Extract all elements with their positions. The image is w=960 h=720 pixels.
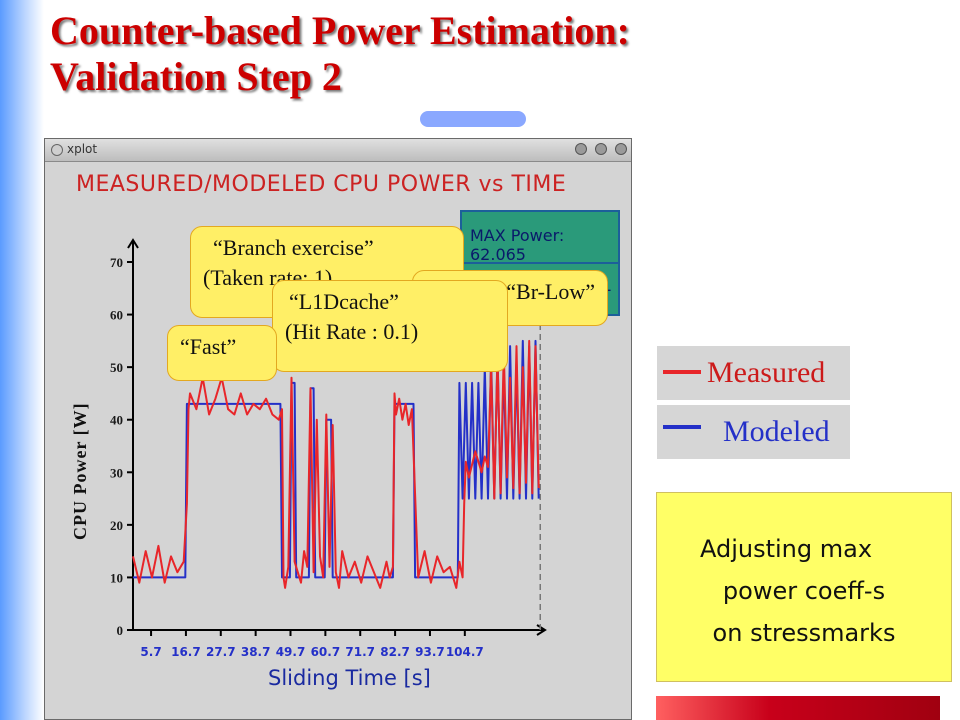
x-tick-label: 38.7 [241,645,271,659]
note-line3: on stressmarks [712,619,896,647]
window-menu-icon[interactable] [51,144,63,156]
x-tick-label: 16.7 [171,645,201,659]
x-tick-label: 5.7 [140,645,161,659]
max-power-text: MAX Power: 62.065 [470,226,565,264]
callout-l1dcache: “L1Dcache” (Hit Rate : 0.1) [272,280,508,372]
y-tick-label: 10 [110,570,123,585]
y-tick-label: 0 [117,623,124,638]
legend-measured: Measured [657,346,850,400]
callout-fast: “Fast” [167,325,277,381]
slide-title-line2: Validation Step 2 [50,54,342,99]
legend-modeled: Modeled [657,405,850,459]
y-tick-label: 60 [110,308,123,323]
x-tick-label: 82.7 [380,645,410,659]
y-tick-label: 30 [110,465,123,480]
y-tick-label: 40 [110,413,123,428]
series-line-measured [132,339,540,589]
minimize-button[interactable] [575,143,587,155]
y-axis-arrow [127,238,139,249]
legend-modeled-label: Modeled [723,415,830,448]
legend-measured-label: Measured [707,356,826,389]
slide-title-line1: Counter-based Power Estimation: [50,8,630,53]
callout-l1-line2: (Hit Rate : 0.1) [285,319,419,344]
note-line2: power coeff-s [722,577,886,605]
x-tick-label: 93.7 [415,645,445,659]
y-tick-label: 50 [110,360,123,375]
x-tick-label: 49.7 [276,645,306,659]
callout-branch-line1: “Branch exercise” [213,235,374,260]
x-axis-label: Sliding Time [s] [268,666,431,690]
x-tick-label: 71.7 [345,645,375,659]
power-chart: 0 10 20 30 40 50 60 70 5.7 16.7 27.7 38.7 49.7 60.7 71… [110,238,547,659]
y-tick-label: 70 [110,255,123,270]
y-tick-label: 20 [110,518,123,533]
maximize-button[interactable] [595,143,607,155]
x-tick-label: 27.7 [206,645,236,659]
xplot-window-label: xplot [67,142,98,156]
max-power-divider [462,262,618,264]
plot-title: MEASURED/MODELED CPU POWER vs TIME [76,172,567,197]
legend-measured-swatch [663,370,701,374]
title-underline-bar [420,111,526,127]
legend-modeled-swatch [663,425,701,429]
x-tick-label: 104.7 [446,645,484,659]
note-box: Adjusting max power coeff-s on stressmar… [656,492,952,682]
close-button[interactable] [615,143,627,155]
callout-br-low-text: “Br-Low” [506,279,595,304]
callout-fast-text: “Fast” [180,334,237,359]
x-tick-label: 60.7 [311,645,341,659]
callout-l1-line1: “L1Dcache” [289,289,399,314]
left-gradient-band [0,0,44,720]
bottom-accent-bar [656,696,940,720]
note-line1: Adjusting max [699,535,873,563]
xplot-titlebar[interactable]: xplot [45,139,631,162]
y-axis-label: CPU Power [W] [70,402,90,540]
slide-title: Counter-based Power Estimation: Validati… [50,8,630,100]
